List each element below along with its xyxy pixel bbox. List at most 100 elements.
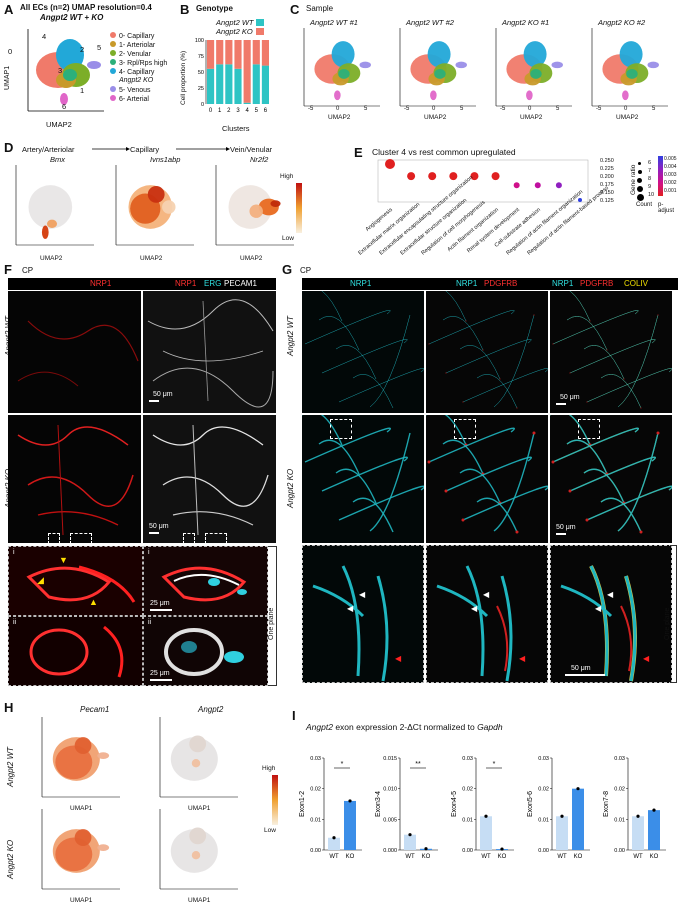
tick-label: 4 [245,108,249,114]
y-tick-label: 0.000 [383,848,397,854]
x-tick: 5 [460,106,464,112]
exon-bar [480,816,492,850]
vessel [476,497,518,533]
arrowhead-icon: ◀ [643,654,650,663]
scale-label: 50 μm [556,524,576,531]
panel-b-xlabel: Clusters [222,124,250,133]
cell [461,518,465,522]
cell [551,460,555,464]
vessel [566,316,608,351]
cell [606,349,608,351]
y-tick-label: 50 [198,70,204,76]
exon-bar [344,800,356,850]
panel-label-e: E [354,145,363,160]
count-val: 6 [648,160,652,166]
sample-umap [303,28,380,107]
exon-bar-chart: 0.03 0.02 0.01 0.00 WT KO Exon5-6 [527,756,590,860]
vessel [617,314,659,408]
arrowhead-icon: ◀ [595,604,602,613]
vessel [318,316,360,351]
micrograph-f-ko-merge: 50 μm [143,415,276,543]
panel-label-b: B [180,2,190,17]
data-point [500,847,504,851]
cluster-num-4: 4 [42,32,47,41]
tick-label: 6 [264,108,268,114]
scale-f4: 25 μm [150,670,170,677]
umap-cluster [191,759,201,768]
data-point [408,833,412,837]
scale-bar [556,403,566,405]
vessel [569,456,656,492]
umap-cluster [74,737,92,754]
x-tick: -5 [500,106,506,112]
umap-cluster [191,851,201,860]
micrograph-f-wt-nrp1 [8,291,141,413]
bar-ko [216,40,224,65]
bar-ko [261,40,269,66]
x-tick-label: KO [650,854,659,860]
scale-label: 50 μm [560,394,580,401]
colorscale-high: High [280,173,294,180]
padj-title: p-adjust [658,202,675,214]
vessel [335,345,377,380]
zoom-f-ii-nrp1: ii [8,616,143,686]
arrowhead-icon: ▼ [59,555,68,565]
cell [589,320,591,322]
micrograph-drawing [550,415,672,534]
vessel [600,374,642,409]
cell [585,518,589,522]
umap-cluster [249,204,263,218]
sig-marker: * [493,761,496,768]
oneplane-bracket [670,545,677,683]
umap-cluster [523,41,547,68]
cluster-num-6: 6 [62,102,67,111]
panel-i-title-c: Gapdh [477,722,503,732]
legend-item: 4- Capillary [119,69,155,76]
vessel [600,374,642,409]
sample-umap [591,28,668,107]
cell [532,431,536,435]
go-term-dot [428,172,437,181]
vessel [442,316,484,351]
umap-xlabel: UMAP2 [520,114,543,121]
umap-cluster [622,90,629,101]
count-dot [636,194,644,201]
data-point [348,799,352,803]
tick-label: 5 [255,108,259,114]
gene-umap [115,165,194,246]
row-label: Angpt2 KO [6,839,15,879]
cluster-num-1: 1 [80,86,85,95]
colorscale-low: Low [282,235,294,242]
legend-dot [110,95,116,101]
exon-bar [632,816,644,850]
panel-h-umaps: Pecam1 Angpt2 Angpt2 WT UMAP1 UMAP1 Angpt2 KO… [0,705,290,904]
vessel [426,291,467,322]
hdr-g-nrp1-b: NRP1 [456,279,478,288]
bar-wt [261,65,269,104]
vessel [566,316,608,351]
y-tick-label: 0.01 [462,817,473,823]
panel-c-title: Sample [306,4,334,13]
umap-cluster [455,61,467,69]
axis-title-artery: Artery/Arteriolar [22,145,75,154]
vessel [335,468,377,504]
legend-dot [110,41,116,47]
x-tick: 5 [652,106,656,112]
x-tick-label: WT [329,854,339,860]
exon-ylabel: Exon7-8 [603,791,610,817]
sig-marker: * [341,761,344,768]
colorscale-bar [296,183,302,233]
legend-item: 0- Capillary [119,33,155,40]
x-tick: -5 [404,106,410,112]
micrograph-g [302,415,424,543]
micrograph-drawing [560,565,637,682]
vessel [445,339,532,374]
legend-item: 3- Rpl/Rps high [119,60,168,67]
vessel [617,432,659,532]
umap-xlabel: UMAP1 [188,805,211,812]
vessel [600,497,642,533]
sample-umap [495,28,572,107]
cell [656,431,660,435]
sample-umap [399,28,476,107]
panel-b-title: Genotype [196,4,233,13]
